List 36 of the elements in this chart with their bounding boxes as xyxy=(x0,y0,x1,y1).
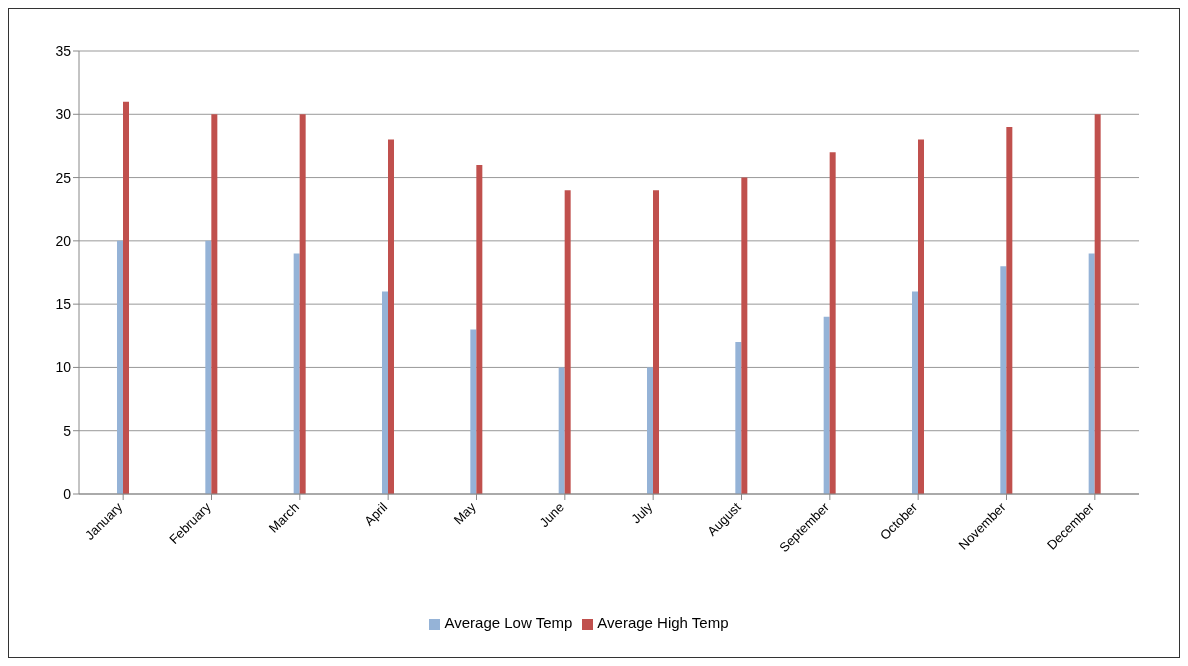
bar xyxy=(293,253,300,494)
bar xyxy=(1088,253,1095,494)
y-tick-label: 10 xyxy=(55,359,72,376)
y-tick-label: 5 xyxy=(63,422,72,439)
legend-label: Average Low Temp xyxy=(444,614,573,631)
bar xyxy=(211,114,218,494)
legend-label: Average High Temp xyxy=(597,614,729,631)
bar xyxy=(741,177,748,494)
bar xyxy=(123,101,129,494)
y-tick-label: 15 xyxy=(55,296,72,313)
bar xyxy=(1000,266,1007,494)
bar xyxy=(299,114,306,494)
bar xyxy=(558,367,565,494)
bar xyxy=(564,190,571,494)
y-tick-label: 0 xyxy=(63,485,72,502)
bar xyxy=(823,316,830,494)
x-tick-label: May xyxy=(450,499,479,528)
bar xyxy=(918,139,924,494)
y-tick-label: 25 xyxy=(55,169,72,186)
bar xyxy=(117,240,123,494)
bar xyxy=(1094,114,1101,494)
bar xyxy=(653,190,659,494)
bar xyxy=(470,329,477,494)
bar xyxy=(829,152,836,494)
x-tick-label: July xyxy=(628,499,656,527)
bar xyxy=(382,291,388,494)
bar xyxy=(476,164,483,494)
y-tick-label: 35 xyxy=(55,42,72,59)
y-tick-label: 20 xyxy=(55,232,72,249)
bar xyxy=(912,291,918,494)
bar xyxy=(388,139,394,494)
y-tick-label: 30 xyxy=(55,106,72,123)
bar xyxy=(647,367,653,494)
bar xyxy=(735,342,742,494)
bar xyxy=(205,240,212,494)
bar xyxy=(1006,126,1013,494)
